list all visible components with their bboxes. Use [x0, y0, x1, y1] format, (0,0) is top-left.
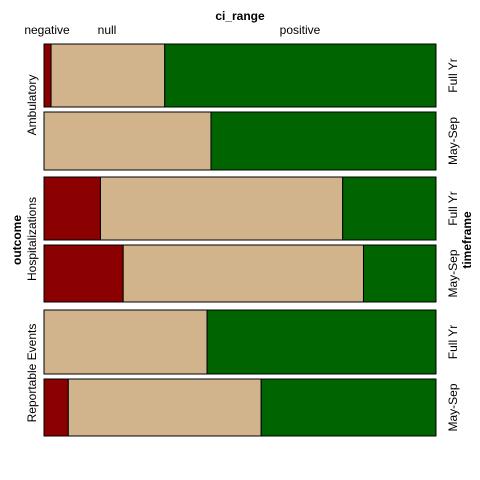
bar-outline [43, 244, 437, 303]
bar-outline [43, 176, 437, 241]
bar-segment-positive [260, 378, 437, 437]
bar-segment-null [50, 43, 166, 108]
bar-outline [43, 309, 437, 375]
bar-segment-positive [206, 309, 437, 375]
bar-4 [43, 309, 437, 375]
outcome-label-ambulatory: Ambulatory [25, 75, 39, 136]
outcome-label-reportable-events: Reportable Events [25, 324, 39, 423]
timeframe-label: Full Yr [446, 58, 460, 92]
bar-outline [43, 43, 437, 108]
timeframe-label: May-Sep [446, 117, 460, 165]
timeframe-label: Full Yr [446, 325, 460, 359]
bars [43, 43, 437, 437]
bar-segment-negative [43, 176, 101, 241]
bar-segment-null [122, 244, 364, 303]
legend-label-negative: negative [24, 23, 70, 37]
legend-label-positive: positive [280, 23, 321, 37]
bar-segment-positive [362, 244, 437, 303]
timeframe-label: May-Sep [446, 249, 460, 297]
bar-2 [43, 176, 437, 241]
legend-title: ci_range [215, 9, 265, 23]
bar-segment-positive [164, 43, 437, 108]
bar-0 [43, 43, 437, 108]
bar-segment-positive [342, 176, 437, 241]
bar-segment-null [99, 176, 344, 241]
timeframe-label: Full Yr [446, 191, 460, 225]
bar-outline [43, 111, 437, 171]
bar-segment-null [43, 309, 208, 375]
facet-row-label: outcome [10, 215, 24, 265]
legend: ci_range negative null positive [24, 9, 320, 37]
bar-segment-null [43, 111, 212, 171]
bar-3 [43, 244, 437, 303]
outcome-label-hospitalizations: Hospitalizations [25, 197, 39, 281]
bar-segment-positive [210, 111, 437, 171]
bar-segment-negative [43, 378, 69, 437]
facet-col-label: timeframe [460, 211, 474, 269]
outcome-labels: Ambulatory Hospitalizations Reportable E… [25, 75, 39, 423]
bar-outline [43, 378, 437, 437]
timeframe-labels: Full Yr May-Sep Full Yr May-Sep Full Yr May-S… [446, 58, 460, 431]
bar-segment-negative [43, 244, 124, 303]
bar-1 [43, 111, 437, 171]
legend-label-null: null [98, 23, 117, 37]
bar-segment-negative [43, 43, 52, 108]
bar-5 [43, 378, 437, 437]
timeframe-label: May-Sep [446, 383, 460, 431]
bar-segment-null [67, 378, 262, 437]
